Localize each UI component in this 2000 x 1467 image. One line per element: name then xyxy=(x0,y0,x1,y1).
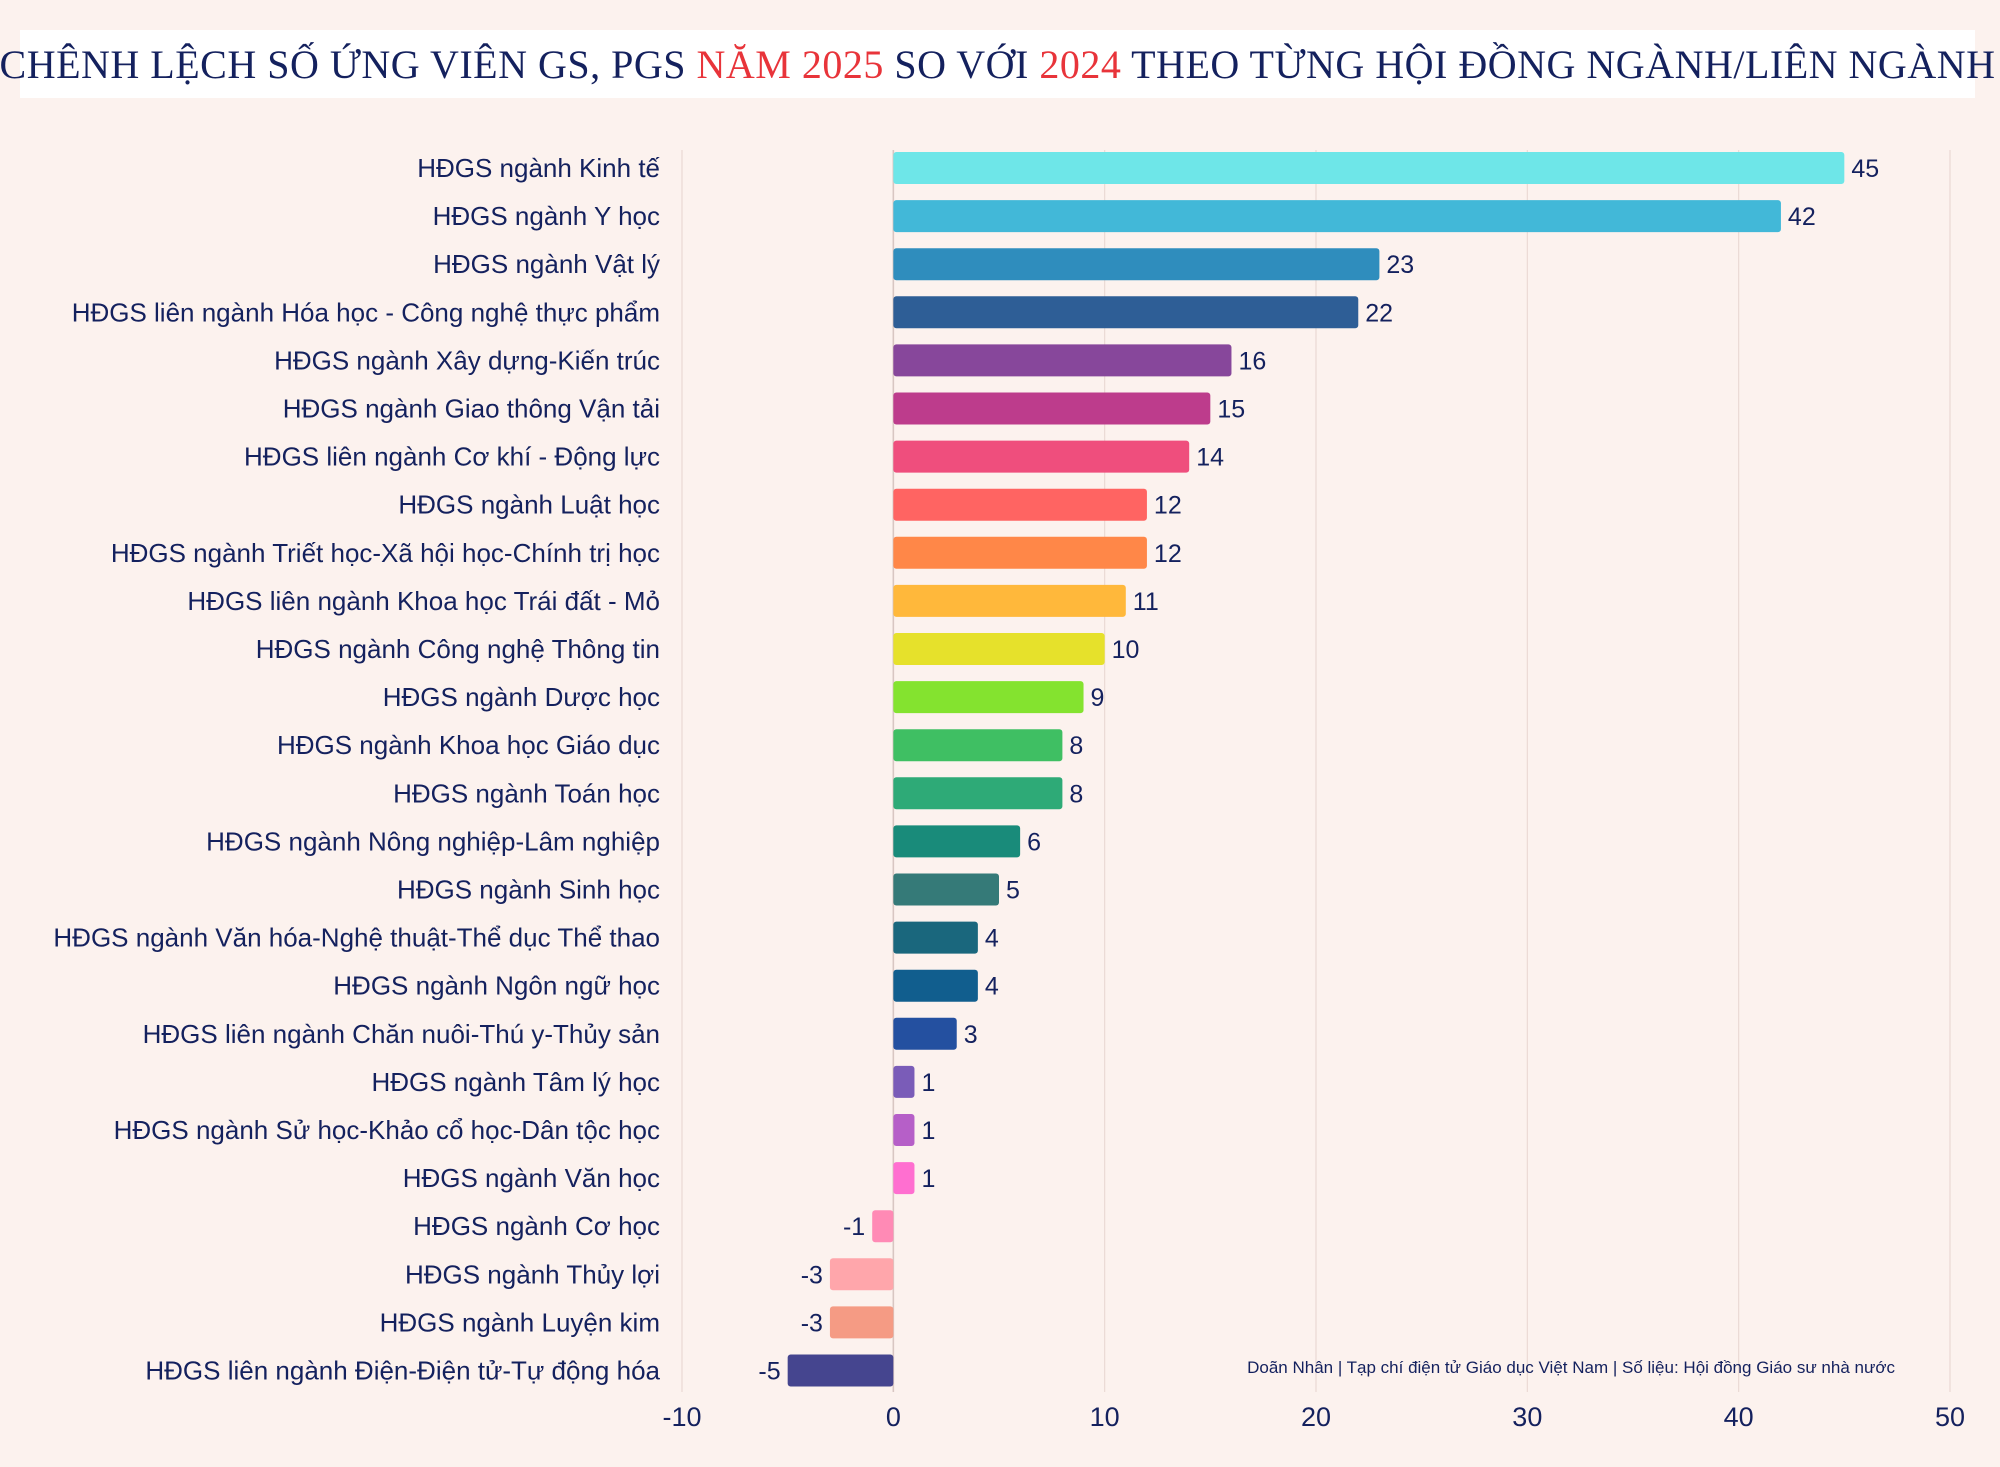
bar xyxy=(829,1306,894,1339)
x-tick-label: 50 xyxy=(1935,1402,1965,1432)
bar-value-label: 45 xyxy=(1851,155,1879,183)
title-text-3: THEO TỪNG HỘI ĐỒNG NGÀNH/LIÊN NGÀNH xyxy=(1121,41,1996,87)
category-label: HĐGS ngành Luật học xyxy=(398,490,660,520)
x-tick-label: 20 xyxy=(1301,1402,1331,1432)
bar-value-label: 22 xyxy=(1365,299,1393,327)
x-tick-label: -10 xyxy=(662,1402,701,1432)
category-label: HĐGS ngành Giao thông Vận tải xyxy=(283,394,660,424)
title-text-2: SO VỚI xyxy=(883,41,1040,87)
bar xyxy=(893,777,1063,810)
bar xyxy=(893,1065,915,1098)
bar xyxy=(893,440,1190,473)
bar-value-label: -3 xyxy=(801,1261,823,1289)
bar xyxy=(893,152,1845,184)
bar xyxy=(893,1114,915,1146)
bar-value-label: 42 xyxy=(1788,203,1816,231)
bar xyxy=(893,248,1380,281)
bar xyxy=(893,873,999,906)
category-label: HĐGS ngành Triết học-Xã hội học-Chính tr… xyxy=(111,538,660,568)
bar-value-label: 10 xyxy=(1112,636,1140,664)
category-label: HĐGS ngành Luyện kim xyxy=(380,1307,660,1337)
bar-value-label: 11 xyxy=(1133,588,1159,616)
bar xyxy=(893,729,1063,762)
bar-value-label: 16 xyxy=(1238,347,1266,375)
bar xyxy=(893,344,1232,377)
category-label: HĐGS ngành Văn hóa-Nghệ thuật-Thể dục Th… xyxy=(53,923,660,953)
category-label: HĐGS ngành Dược học xyxy=(383,682,660,712)
category-label: HĐGS ngành Sử học-Khảo cổ học-Dân tộc họ… xyxy=(114,1115,660,1145)
bar xyxy=(893,825,1021,858)
category-label: HĐGS liên ngành Khoa học Trái đất - Mỏ xyxy=(187,586,660,616)
bar-value-label: 8 xyxy=(1069,780,1083,808)
bar-value-label: -3 xyxy=(801,1309,823,1337)
bar-value-label: 4 xyxy=(985,973,999,1001)
category-label: HĐGS ngành Kinh tế xyxy=(417,153,660,183)
category-label: HĐGS ngành Toán học xyxy=(393,778,660,808)
category-label: HĐGS liên ngành Chăn nuôi-Thú y-Thủy sản xyxy=(143,1019,660,1049)
x-tick-label: 10 xyxy=(1090,1402,1120,1432)
bar-value-label: 12 xyxy=(1154,540,1182,568)
bar xyxy=(893,633,1105,665)
category-label: HĐGS liên ngành Hóa học - Công nghệ thực… xyxy=(72,297,660,327)
source-credit: Doãn Nhân | Tạp chí điện tử Giáo dục Việ… xyxy=(1247,1358,1895,1377)
bar xyxy=(829,1258,894,1291)
bar xyxy=(893,488,1147,521)
bar-value-label: 3 xyxy=(964,1021,978,1049)
bar xyxy=(893,921,978,954)
category-label: HĐGS liên ngành Cơ khí - Động lực xyxy=(244,442,660,472)
bar-value-label: 5 xyxy=(1006,877,1020,905)
bar-value-label: 15 xyxy=(1217,396,1245,424)
bar-value-label: -5 xyxy=(758,1358,780,1386)
bar-value-label: 9 xyxy=(1091,684,1105,712)
bar xyxy=(893,392,1211,425)
bar-value-label: 12 xyxy=(1154,492,1182,520)
title-highlight-2025: NĂM 2025 xyxy=(696,41,884,87)
category-label: HĐGS ngành Vật lý xyxy=(433,249,660,279)
bar-value-label: -1 xyxy=(843,1213,865,1241)
bar xyxy=(787,1354,894,1387)
category-label: HĐGS ngành Cơ học xyxy=(413,1211,660,1241)
title-highlight-2024: 2024 xyxy=(1039,41,1122,87)
bar-value-label: 1 xyxy=(921,1117,935,1145)
category-label: HĐGS ngành Sinh học xyxy=(397,875,660,905)
bar xyxy=(893,969,978,1002)
bar xyxy=(893,584,1126,617)
bar-value-label: 1 xyxy=(921,1165,935,1193)
bar xyxy=(893,1162,915,1195)
bar xyxy=(893,536,1147,569)
title-text-1: CHÊNH LỆCH SỐ ỨNG VIÊN GS, PGS xyxy=(0,41,697,87)
category-label: HĐGS ngành Nông nghiệp-Lâm nghiệp xyxy=(206,826,660,856)
category-label: HĐGS ngành Ngôn ngữ học xyxy=(333,971,660,1001)
title-box: CHÊNH LỆCH SỐ ỨNG VIÊN GS, PGS NĂM 2025 … xyxy=(0,30,1995,98)
category-label: HĐGS liên ngành Điện-Điện tử-Tự động hóa xyxy=(145,1356,660,1386)
category-label: HĐGS ngành Tâm lý học xyxy=(371,1067,660,1097)
x-tick-label: 0 xyxy=(886,1402,901,1432)
bar-value-label: 14 xyxy=(1196,444,1224,472)
x-axis-ticks: -10 0 10 20 30 40 50 xyxy=(662,1402,1965,1432)
category-label: HĐGS ngành Xây dựng-Kiến trúc xyxy=(274,345,660,375)
bar-value-label: 1 xyxy=(921,1069,935,1097)
grid-lines xyxy=(681,150,1951,1392)
bar xyxy=(893,200,1781,233)
category-label: HĐGS ngành Văn học xyxy=(403,1163,660,1193)
bar-value-label: 23 xyxy=(1386,251,1414,279)
category-label: HĐGS ngành Y học xyxy=(433,201,660,231)
bar xyxy=(893,296,1359,329)
bar-value-label: 4 xyxy=(985,925,999,953)
bar xyxy=(893,681,1084,714)
chart-title: CHÊNH LỆCH SỐ ỨNG VIÊN GS, PGS NĂM 2025 … xyxy=(0,41,1995,88)
category-label: HĐGS ngành Thủy lợi xyxy=(405,1259,660,1289)
bars xyxy=(787,152,1845,1387)
category-labels: HĐGS ngành Kinh tế HĐGS ngành Y học HĐGS n… xyxy=(53,153,660,1386)
x-tick-label: 30 xyxy=(1512,1402,1542,1432)
bar-value-label: 6 xyxy=(1027,828,1041,856)
bar xyxy=(893,1017,957,1050)
category-label: HĐGS ngành Khoa học Giáo dục xyxy=(277,730,660,760)
value-labels: 454223221615141212111098865443111-1-3-3-… xyxy=(758,155,1879,1386)
category-label: HĐGS ngành Công nghệ Thông tin xyxy=(256,634,660,664)
bar xyxy=(872,1210,894,1243)
x-tick-label: 40 xyxy=(1724,1402,1754,1432)
bar-value-label: 8 xyxy=(1069,732,1083,760)
